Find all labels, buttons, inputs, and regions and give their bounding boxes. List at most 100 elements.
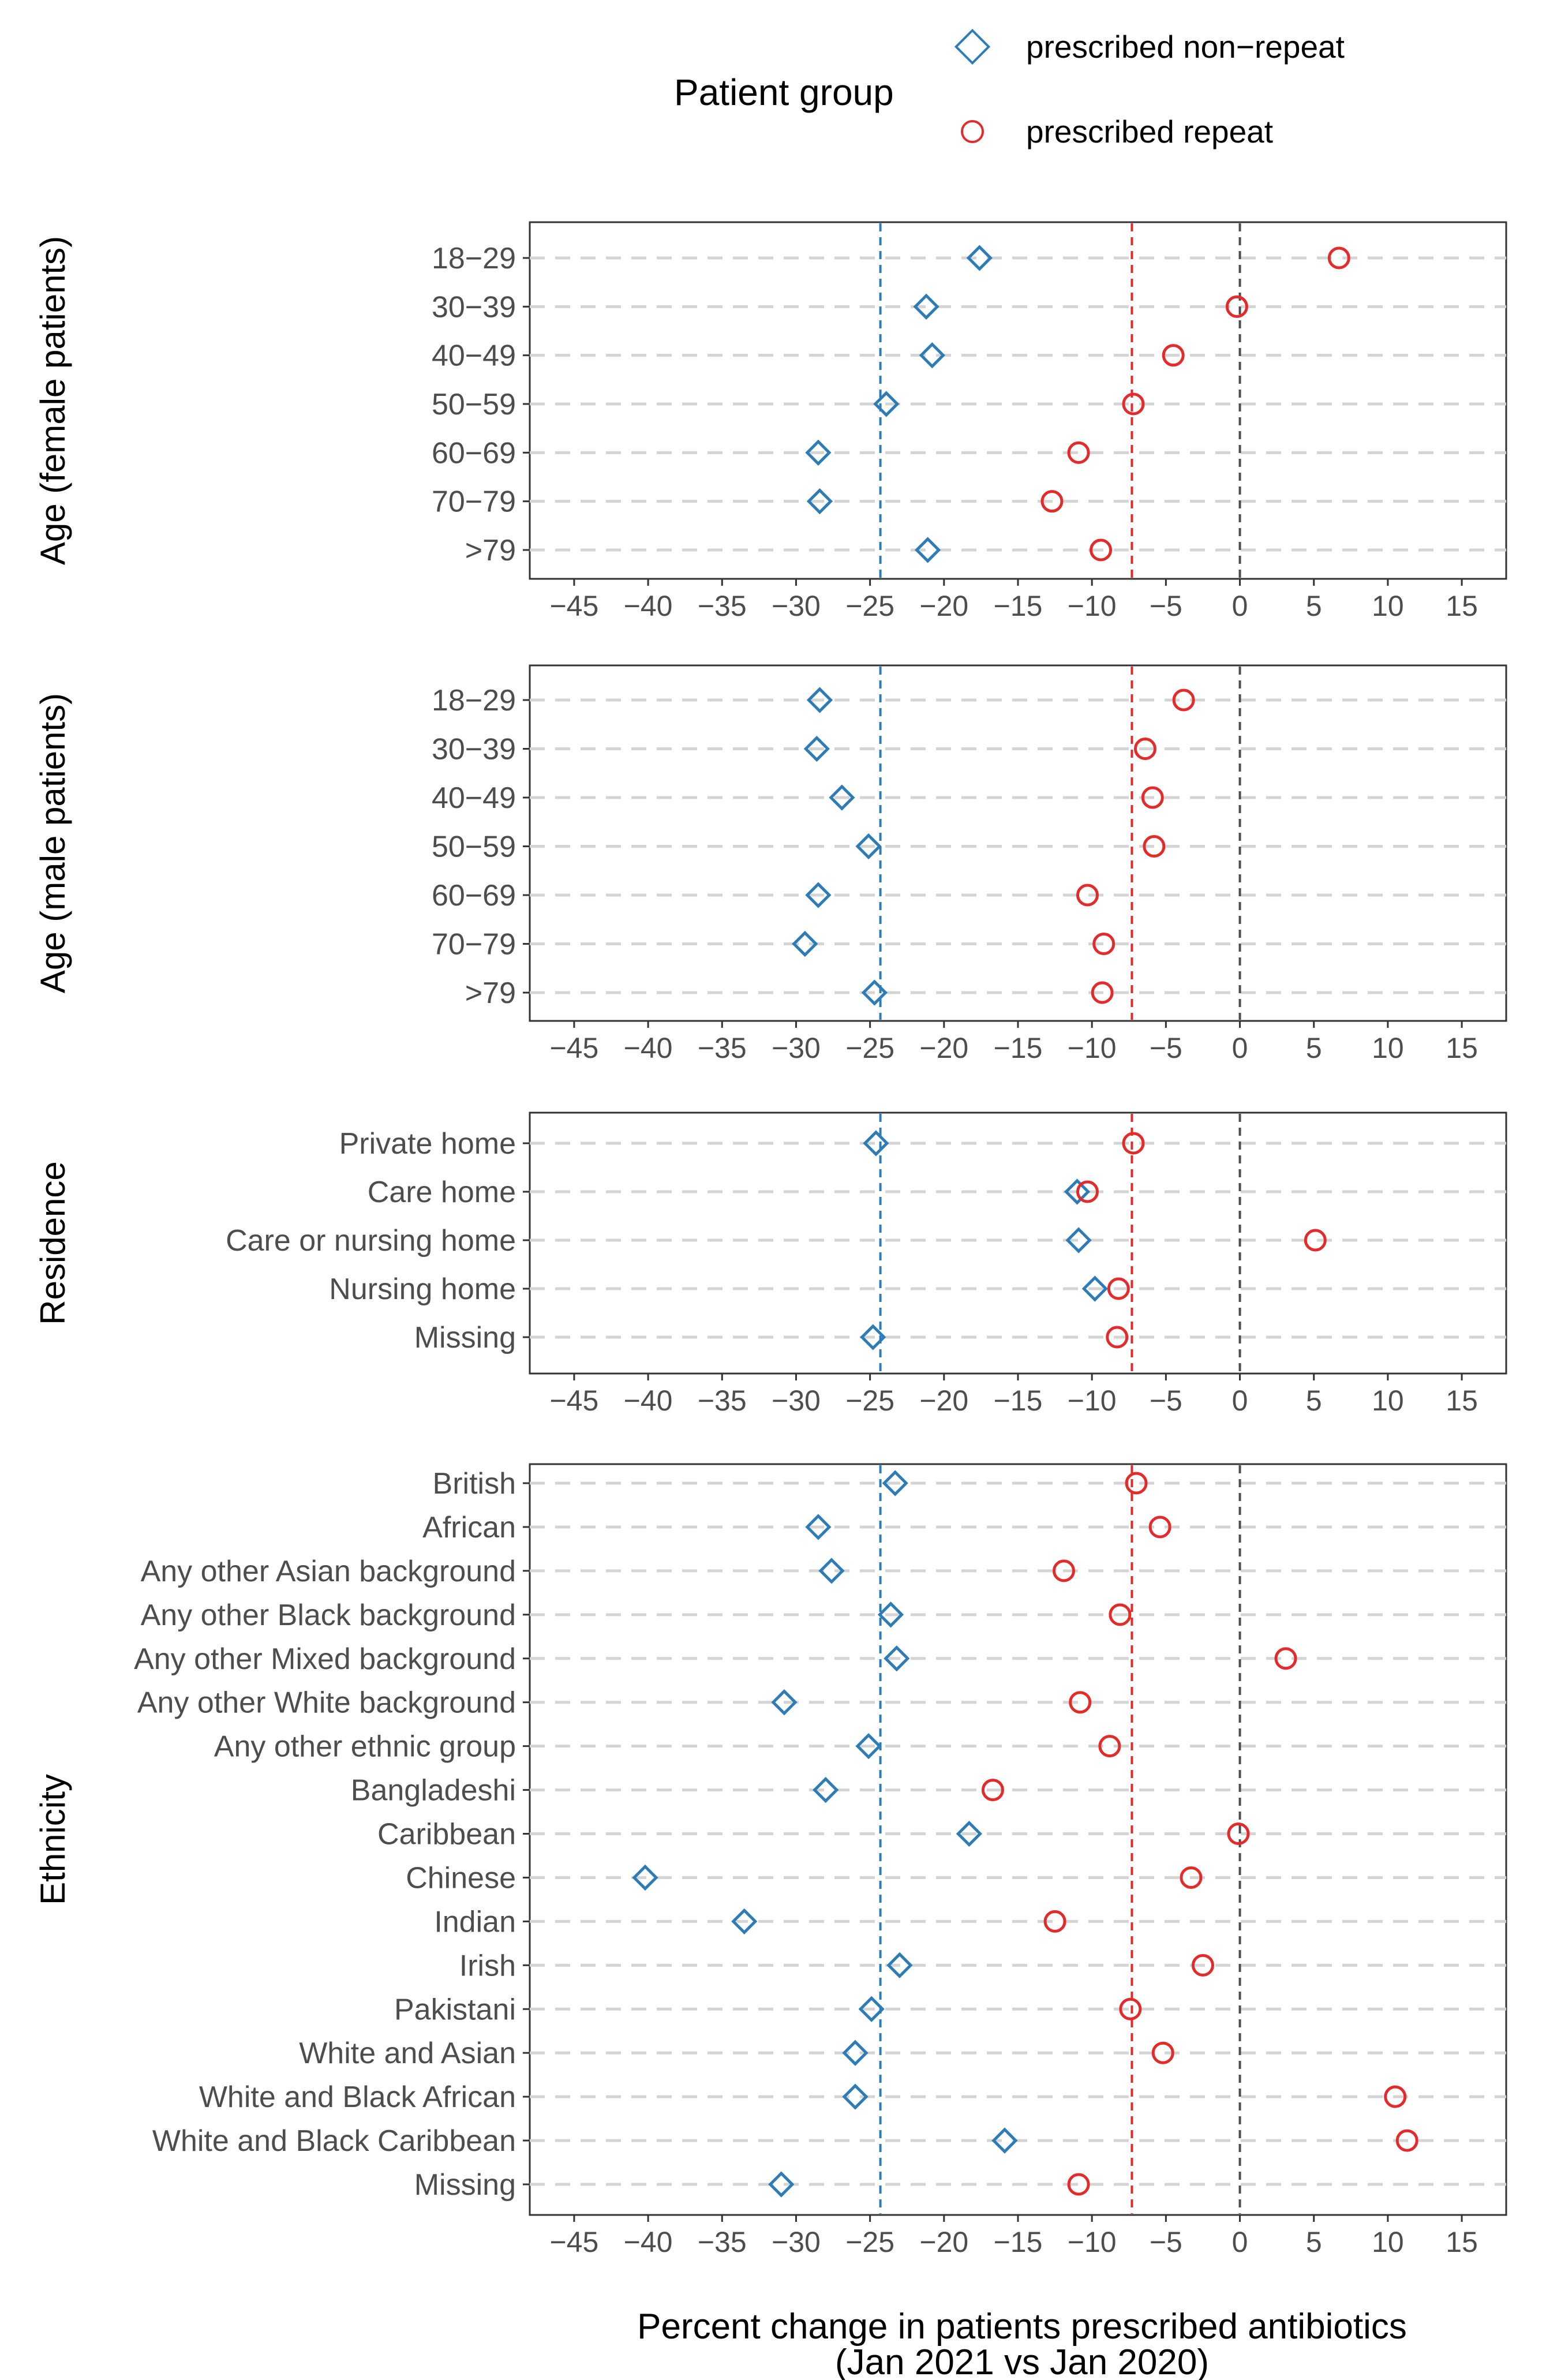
- x-tick-label: −5: [1150, 1384, 1182, 1417]
- non-repeat-point: [855, 1732, 882, 1760]
- x-tick-label: −10: [1068, 590, 1117, 622]
- repeat-point: [1384, 2085, 1407, 2108]
- x-tick-label: 0: [1232, 2226, 1248, 2258]
- repeat-point: [1180, 1866, 1203, 1889]
- x-tick-label: 0: [1232, 1032, 1248, 1064]
- repeat-point: [1076, 884, 1099, 907]
- category-label: 60−69: [432, 436, 516, 470]
- x-tick-label: −45: [549, 1384, 598, 1417]
- category-label: Private home: [339, 1127, 516, 1161]
- category-label: 70−79: [432, 485, 516, 519]
- category-label: 18−29: [432, 242, 516, 275]
- category-label: Any other Black background: [141, 1599, 516, 1632]
- repeat-point: [1227, 1823, 1250, 1845]
- category-label: Any other ethnic group: [214, 1730, 516, 1764]
- non-repeat-point: [792, 930, 818, 957]
- panel-border: [529, 664, 1507, 1022]
- x-tick-label: −35: [698, 1032, 747, 1064]
- panel-border: [529, 221, 1507, 580]
- x-tick-label: −30: [772, 590, 821, 622]
- non-repeat-point: [919, 342, 945, 369]
- legend-title: Patient group: [674, 72, 894, 113]
- x-tick-label: −30: [772, 2226, 821, 2258]
- non-repeat-point: [771, 1689, 798, 1716]
- x-tick-label: 0: [1232, 590, 1248, 622]
- category-label: Care home: [368, 1176, 516, 1209]
- non-repeat-point: [829, 784, 855, 811]
- repeat-point: [981, 1779, 1004, 1802]
- x-tick-label: 5: [1306, 590, 1322, 622]
- non-repeat-point: [806, 687, 833, 713]
- facet-panel-3: Private home Care home Care or nursing hom…: [33, 1112, 1507, 1417]
- x-tick-label: −5: [1150, 1032, 1182, 1064]
- x-tick-label: −20: [919, 1032, 968, 1064]
- non-repeat-point: [882, 1470, 908, 1496]
- x-tick-label: −5: [1150, 590, 1182, 622]
- category-label: 30−39: [432, 290, 516, 324]
- non-repeat-point: [886, 1952, 913, 1978]
- x-tick-label: 15: [1446, 590, 1478, 622]
- x-tick-label: −25: [845, 1384, 894, 1417]
- repeat-point: [1090, 538, 1113, 562]
- legend-key-repeat: [961, 120, 984, 143]
- repeat-point: [1067, 441, 1090, 464]
- legend-label-repeat: prescribed repeat: [1026, 114, 1273, 149]
- x-tick-label: −5: [1150, 2226, 1182, 2258]
- non-repeat-point: [873, 391, 900, 417]
- x-tick-label: −10: [1068, 1384, 1117, 1417]
- x-tick-label: 10: [1372, 590, 1404, 622]
- x-tick-label: −30: [772, 1384, 821, 1417]
- x-axis-title: Percent change in patients prescribed an…: [637, 2307, 1407, 2380]
- x-tick-label: −45: [549, 590, 598, 622]
- non-repeat-point: [805, 439, 832, 466]
- category-label: White and Asian: [299, 2037, 516, 2070]
- x-tick-label: 15: [1446, 1384, 1478, 1417]
- repeat-point: [1091, 981, 1114, 1004]
- repeat-point: [1109, 1603, 1132, 1626]
- non-repeat-point: [805, 1514, 832, 1540]
- repeat-point: [1225, 295, 1248, 318]
- category-label: Any other White background: [137, 1686, 516, 1720]
- category-label: Missing: [414, 1321, 516, 1354]
- x-tick-label: 15: [1446, 2226, 1478, 2258]
- repeat-point: [1143, 835, 1166, 858]
- x-tick-label: −40: [624, 1032, 673, 1064]
- repeat-point: [1043, 1910, 1066, 1933]
- non-repeat-point: [858, 1996, 885, 2022]
- repeat-point: [1141, 786, 1164, 809]
- non-repeat-point: [803, 735, 830, 762]
- repeat-point: [1172, 688, 1195, 712]
- x-tick-label: 15: [1446, 1032, 1478, 1064]
- x-axis-label-line1: Percent change in patients prescribed an…: [637, 2307, 1407, 2347]
- x-tick-label: −45: [549, 2226, 598, 2258]
- category-label: Any other Mixed background: [134, 1642, 516, 1676]
- repeat-point: [1040, 490, 1064, 513]
- non-repeat-point: [1065, 1227, 1092, 1253]
- non-repeat-point: [805, 882, 832, 908]
- x-tick-label: −25: [845, 2226, 894, 2258]
- non-repeat-point: [861, 979, 888, 1006]
- category-label: Caribbean: [377, 1818, 516, 1851]
- non-repeat-point: [991, 2127, 1018, 2154]
- x-tick-label: −20: [919, 590, 968, 622]
- x-tick-label: −15: [994, 590, 1043, 622]
- x-tick-label: −15: [994, 1032, 1043, 1064]
- category-label: White and Black Caribbean: [152, 2124, 516, 2158]
- non-repeat-point: [966, 245, 993, 271]
- repeat-point: [1151, 2041, 1174, 2064]
- non-repeat-point: [884, 1645, 910, 1672]
- x-tick-label: −40: [624, 2226, 673, 2258]
- x-tick-label: −25: [845, 1032, 894, 1064]
- category-label: Indian: [434, 1905, 516, 1939]
- repeat-point: [1098, 1735, 1121, 1758]
- non-repeat-point: [731, 1908, 758, 1935]
- category-label: >79: [465, 976, 516, 1010]
- non-repeat-point: [813, 1776, 839, 1803]
- x-tick-label: −35: [698, 2226, 747, 2258]
- category-label: 30−39: [432, 733, 516, 766]
- non-repeat-point: [632, 1864, 658, 1891]
- facet-title: Age (female patients): [33, 236, 72, 565]
- x-tick-label: −20: [919, 1384, 968, 1417]
